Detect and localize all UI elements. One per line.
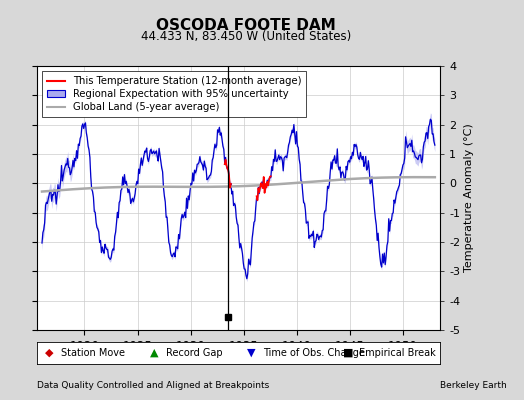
Legend: This Temperature Station (12-month average), Regional Expectation with 95% uncer: This Temperature Station (12-month avera… <box>42 71 306 117</box>
Text: ▼: ▼ <box>246 348 255 358</box>
Text: Time of Obs. Change: Time of Obs. Change <box>263 348 365 358</box>
Text: ■: ■ <box>343 348 354 358</box>
Text: Data Quality Controlled and Aligned at Breakpoints: Data Quality Controlled and Aligned at B… <box>37 381 269 390</box>
Text: Record Gap: Record Gap <box>166 348 222 358</box>
Text: ◆: ◆ <box>45 348 53 358</box>
Text: 44.433 N, 83.450 W (United States): 44.433 N, 83.450 W (United States) <box>141 30 352 43</box>
Text: Station Move: Station Move <box>61 348 125 358</box>
Text: Berkeley Earth: Berkeley Earth <box>440 381 507 390</box>
Y-axis label: Temperature Anomaly (°C): Temperature Anomaly (°C) <box>464 124 474 272</box>
Text: OSCODA FOOTE DAM: OSCODA FOOTE DAM <box>156 18 336 33</box>
Text: Empirical Break: Empirical Break <box>359 348 436 358</box>
Text: ▲: ▲ <box>150 348 158 358</box>
